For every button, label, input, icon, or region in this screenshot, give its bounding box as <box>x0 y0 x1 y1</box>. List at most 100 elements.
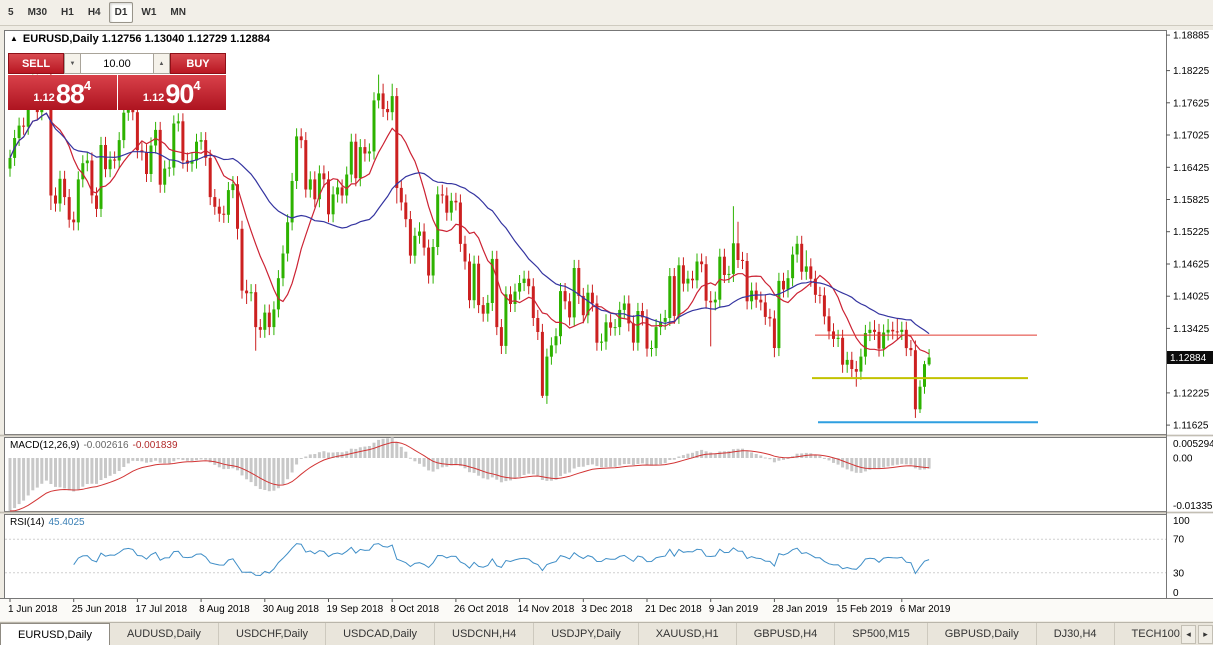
chart-tab-list: EURUSD,Daily AUDUSD,Daily USDCHF,Daily USDC… <box>0 623 1181 645</box>
svg-text:17 Jul 2018: 17 Jul 2018 <box>135 604 187 615</box>
sell-price-small: 1.12 <box>33 92 55 105</box>
svg-text:25 Jun 2018: 25 Jun 2018 <box>72 604 127 615</box>
panel-splitter[interactable] <box>0 434 1213 437</box>
chart-tab-dj30-h4[interactable]: DJ30,H4 <box>1037 623 1115 645</box>
svg-text:1 Jun 2018: 1 Jun 2018 <box>8 604 58 615</box>
svg-text:1.11625: 1.11625 <box>1173 421 1209 432</box>
svg-text:1.13425: 1.13425 <box>1173 324 1210 335</box>
timeframe-button-d1[interactable]: D1 <box>108 2 134 23</box>
rsi-indicator-label: RSI(14) 45.4025 <box>10 517 85 528</box>
buy-price-display[interactable]: 1.12 90 4 <box>117 75 226 110</box>
chart-tab-tech100-h1[interactable]: TECH100,H1 <box>1115 623 1181 645</box>
macd-indicator-label: MACD(12,26,9) -0.002616 -0.001839 <box>10 440 178 451</box>
chevron-down-icon: ▼ <box>69 60 76 67</box>
svg-text:1.17025: 1.17025 <box>1173 131 1210 142</box>
svg-text:1.12884: 1.12884 <box>1170 353 1207 364</box>
chevron-up-icon: ▲ <box>158 60 165 67</box>
svg-text:9 Jan 2019: 9 Jan 2019 <box>709 604 759 615</box>
rsi-value: 45.4025 <box>48 517 85 528</box>
sell-price-big: 88 <box>55 79 85 110</box>
symbol-ohlc-text: EURUSD,Daily 1.12756 1.13040 1.12729 1.1… <box>22 33 270 45</box>
macd-value-signal: -0.001839 <box>132 440 178 451</box>
volume-input[interactable] <box>81 53 153 74</box>
svg-text:30 Aug 2018: 30 Aug 2018 <box>263 604 320 615</box>
svg-text:1.15825: 1.15825 <box>1173 195 1210 206</box>
chart-tab-xauusd-h1[interactable]: XAUUSD,H1 <box>639 623 737 645</box>
candles-layer <box>8 54 931 418</box>
svg-text:6 Mar 2019: 6 Mar 2019 <box>900 604 951 615</box>
buy-price-big: 90 <box>165 79 194 110</box>
svg-text:8 Aug 2018: 8 Aug 2018 <box>199 604 250 615</box>
svg-text:1.18885: 1.18885 <box>1173 31 1210 42</box>
timeframe-button-m30[interactable]: M30 <box>27 7 48 18</box>
ma-10-line <box>9 112 930 355</box>
svg-text:1.18225: 1.18225 <box>1173 66 1210 77</box>
macd-name: MACD(12,26,9) <box>10 440 80 451</box>
chart-tab-usdjpy-daily[interactable]: USDJPY,Daily <box>534 623 639 645</box>
svg-text:1.14625: 1.14625 <box>1173 260 1210 271</box>
timeframe-button-mn[interactable]: MN <box>170 7 186 18</box>
chart-tab-eurusd-daily[interactable]: EURUSD,Daily <box>0 623 110 645</box>
panel-splitter[interactable] <box>0 511 1213 514</box>
svg-text:-0.013353: -0.013353 <box>1173 501 1213 512</box>
chart-tab-audusd-daily[interactable]: AUDUSD,Daily <box>110 623 219 645</box>
symbol-marker-icon: ▲ <box>10 34 18 43</box>
svg-text:1.15225: 1.15225 <box>1173 227 1210 238</box>
svg-text:0.005294: 0.005294 <box>1173 439 1213 450</box>
chart-tab-gbpusd-h4[interactable]: GBPUSD,H4 <box>737 623 836 645</box>
svg-text:3 Dec 2018: 3 Dec 2018 <box>581 604 633 615</box>
chart-window[interactable]: 1.18885 1.18225 1.17625 1.17025 1.16425 1.158… <box>0 26 1213 622</box>
svg-text:0.00: 0.00 <box>1173 454 1193 465</box>
rsi-name: RSI(14) <box>10 517 45 528</box>
svg-text:1.16425: 1.16425 <box>1173 163 1210 174</box>
volume-increase-button[interactable]: ▲ <box>153 53 170 74</box>
svg-text:100: 100 <box>1173 516 1190 527</box>
ma-30-line <box>9 112 930 335</box>
macd-histogram <box>8 437 931 511</box>
svg-text:28 Jan 2019: 28 Jan 2019 <box>772 604 827 615</box>
svg-text:1.17625: 1.17625 <box>1173 98 1210 109</box>
chart-tab-usdcnh-h4[interactable]: USDCNH,H4 <box>435 623 535 645</box>
macd-signal-line <box>9 441 930 512</box>
svg-text:30: 30 <box>1173 568 1185 579</box>
chart-canvas[interactable]: 1.18885 1.18225 1.17625 1.17025 1.16425 1.158… <box>0 26 1213 622</box>
svg-text:14 Nov 2018: 14 Nov 2018 <box>518 604 575 615</box>
chart-tab-sp500-m15[interactable]: SP500,M15 <box>835 623 928 645</box>
svg-text:15 Feb 2019: 15 Feb 2019 <box>836 604 893 615</box>
tab-scroll-left-button[interactable]: ◂ <box>1181 624 1196 644</box>
macd-value-main: -0.002616 <box>83 440 129 451</box>
tab-scroll-right-button[interactable]: ▸ <box>1198 624 1213 644</box>
svg-text:0: 0 <box>1173 588 1179 599</box>
volume-decrease-button[interactable]: ▼ <box>64 53 81 74</box>
sell-price-display[interactable]: 1.12 88 4 <box>8 75 117 110</box>
tab-scroll-controls: ◂ ▸ <box>1181 623 1213 645</box>
buy-button[interactable]: BUY <box>170 53 226 74</box>
sell-price-sup: 4 <box>83 78 92 93</box>
rsi-line <box>73 543 930 577</box>
current-price-badge <box>1167 351 1213 364</box>
svg-text:19 Sep 2018: 19 Sep 2018 <box>327 604 384 615</box>
timeframe-button-5[interactable]: 5 <box>8 7 14 18</box>
timeframe-button-h1[interactable]: H1 <box>61 7 74 18</box>
chart-tab-usdchf-daily[interactable]: USDCHF,Daily <box>219 623 327 645</box>
timeframe-button-group: 5 M30 H1 H4 D1 W1 MN <box>0 2 193 23</box>
timeframe-button-h4[interactable]: H4 <box>87 7 101 18</box>
scroll-left-icon: ◂ <box>1186 628 1191 639</box>
sell-button[interactable]: SELL <box>8 53 64 74</box>
timeframe-button-w1[interactable]: W1 <box>141 7 157 18</box>
chart-tabs-bar: EURUSD,Daily AUDUSD,Daily USDCHF,Daily USDC… <box>0 622 1213 645</box>
chart-tab-gbpusd-daily[interactable]: GBPUSD,Daily <box>928 623 1037 645</box>
scroll-right-icon: ▸ <box>1203 628 1208 639</box>
svg-text:1.12225: 1.12225 <box>1173 388 1210 399</box>
buy-price-small: 1.12 <box>142 92 165 105</box>
buy-price-sup: 4 <box>193 78 201 93</box>
svg-text:8 Oct 2018: 8 Oct 2018 <box>390 604 439 615</box>
timeframe-toolbar: 5 M30 H1 H4 D1 W1 MN <box>0 0 1213 26</box>
one-click-trading-panel: SELL ▼ ▲ BUY 1.12 88 4 1.12 90 4 <box>8 53 226 110</box>
svg-text:70: 70 <box>1173 535 1185 546</box>
chart-tab-usdcad-daily[interactable]: USDCAD,Daily <box>326 623 436 645</box>
svg-text:21 Dec 2018: 21 Dec 2018 <box>645 604 702 615</box>
chart-symbol-title: ▲ EURUSD,Daily 1.12756 1.13040 1.12729 1… <box>10 33 270 45</box>
svg-text:1.14025: 1.14025 <box>1173 292 1210 303</box>
svg-text:26 Oct 2018: 26 Oct 2018 <box>454 604 509 615</box>
